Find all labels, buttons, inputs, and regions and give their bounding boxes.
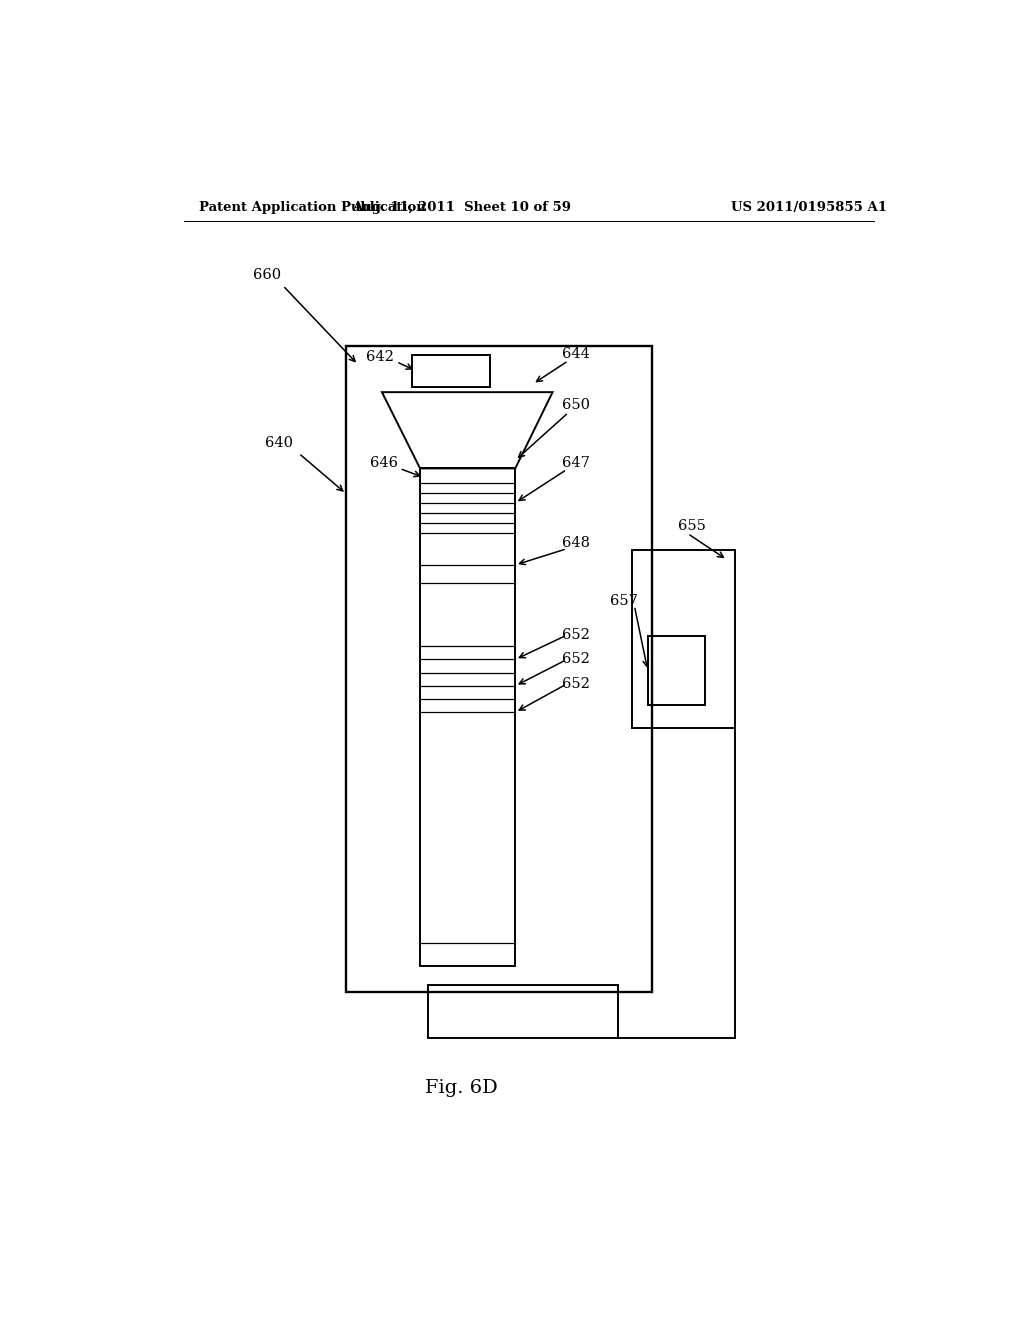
Text: 647: 647 (562, 457, 590, 470)
Text: 650: 650 (562, 399, 591, 412)
Text: 652: 652 (562, 652, 590, 667)
Text: 640: 640 (265, 436, 293, 450)
Bar (648, 636, 705, 705)
Bar (412, 355, 489, 387)
Bar (428, 985, 618, 1038)
Text: 660: 660 (253, 268, 281, 282)
Text: 652: 652 (562, 677, 590, 690)
Text: 648: 648 (562, 536, 591, 549)
Text: 644: 644 (562, 347, 590, 360)
Text: US 2011/0195855 A1: US 2011/0195855 A1 (731, 201, 887, 214)
Text: 646: 646 (371, 457, 398, 470)
Text: 657: 657 (610, 594, 638, 607)
Bar (632, 549, 735, 727)
Text: 655: 655 (678, 519, 706, 533)
Bar (346, 346, 652, 991)
Text: Fig. 6D: Fig. 6D (425, 1080, 498, 1097)
Text: 642: 642 (367, 350, 394, 363)
Bar (420, 469, 515, 966)
Text: Aug. 11, 2011  Sheet 10 of 59: Aug. 11, 2011 Sheet 10 of 59 (352, 201, 570, 214)
Text: Patent Application Publication: Patent Application Publication (200, 201, 426, 214)
Text: 652: 652 (562, 628, 590, 642)
